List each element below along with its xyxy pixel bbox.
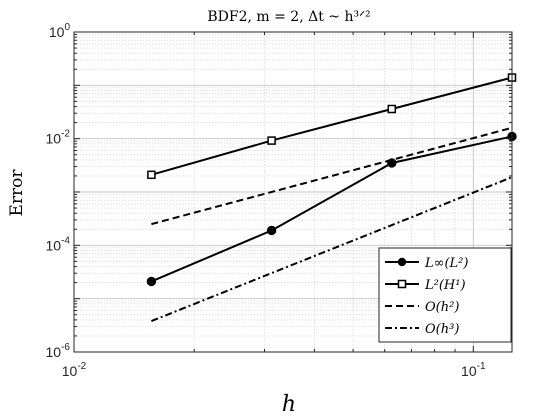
data-point-circle <box>266 225 277 236</box>
series-line <box>151 135 513 283</box>
y-tick-label: 100 <box>49 22 71 40</box>
y-tick-label: 10-4 <box>46 235 71 253</box>
legend: L∞(L²) L²(H¹) O(h²) O(h³) <box>378 247 512 343</box>
series-line <box>151 126 513 226</box>
x-tick-label: 10-1 <box>461 361 486 379</box>
data-point-square <box>147 170 156 180</box>
series-line <box>151 76 513 176</box>
y-tick-labels: 10-6 10-4 10-2 100 <box>46 22 71 360</box>
legend-label: O(h²) <box>425 300 459 315</box>
data-point-square <box>387 104 397 114</box>
y-tick-label: 10-6 <box>46 342 71 360</box>
x-axis-label: h <box>282 392 296 417</box>
grid-minor <box>74 32 512 352</box>
legend-marker-circle <box>397 257 407 267</box>
data-series <box>146 73 517 323</box>
x-tick-labels: 10-2 10-1 <box>62 361 486 379</box>
data-point-square <box>267 136 276 145</box>
legend-label: O(h³) <box>425 322 459 337</box>
legend-label: L²(H¹) <box>424 278 466 293</box>
legend-label: L∞(L²) <box>424 256 468 271</box>
chart-title: BDF2, m = 2, Δt ~ h³ᐟ² <box>207 9 370 25</box>
x-tick-label: 10-2 <box>62 361 87 379</box>
y-tick-label: 10-2 <box>46 129 71 147</box>
legend-marker-square <box>397 279 407 289</box>
y-axis-label: Error <box>7 169 27 217</box>
data-point-circle <box>146 276 157 287</box>
series-line <box>151 176 513 323</box>
